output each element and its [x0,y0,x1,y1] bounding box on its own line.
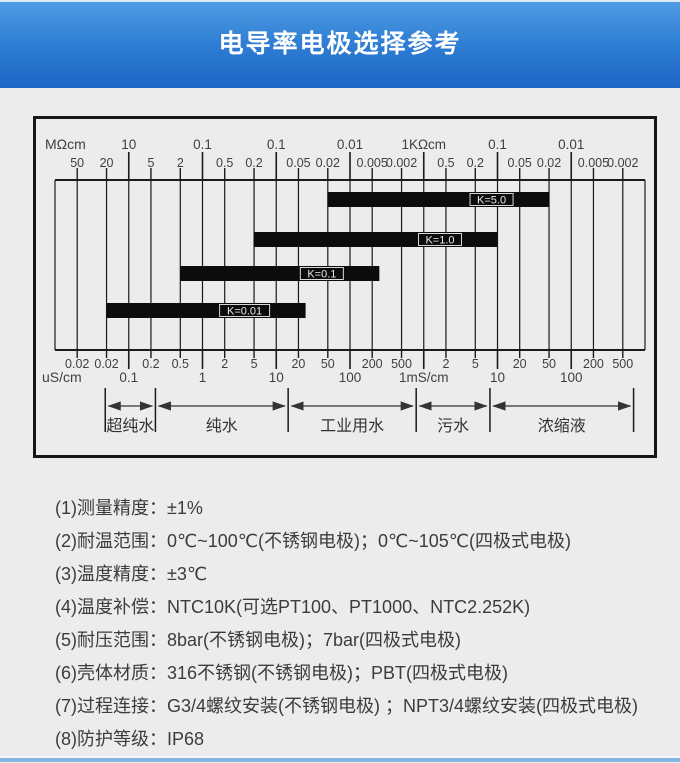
svg-text:10: 10 [121,137,136,152]
svg-text:50: 50 [542,357,556,371]
svg-text:MΩcm: MΩcm [45,136,86,152]
svg-text:500: 500 [391,357,412,371]
svg-text:K=0.1: K=0.1 [307,269,336,281]
header-banner: 电导率电极选择参考 [0,0,680,88]
svg-text:1: 1 [199,370,207,385]
svg-text:20: 20 [513,357,527,371]
water-category-label: 污水 [437,417,469,435]
svg-text:0.01: 0.01 [558,137,584,152]
svg-text:0.01: 0.01 [337,137,363,152]
svg-text:20: 20 [100,156,114,170]
svg-text:1KΩcm: 1KΩcm [401,137,446,152]
spec-item-temp-comp: (4)温度补偿：NTC10K(可选PT100、PT1000、NTC2.252K) [55,597,531,617]
svg-text:2: 2 [442,357,449,371]
water-category-label: 纯水 [206,417,238,435]
svg-text:K=0.01: K=0.01 [227,306,262,318]
water-category-label: 工业用水 [320,417,384,435]
svg-text:0.02: 0.02 [65,357,89,371]
svg-text:500: 500 [612,357,633,371]
bottom-divider [0,758,680,762]
k-range-bar [254,232,498,247]
svg-text:5: 5 [147,156,154,170]
svg-text:0.1: 0.1 [267,137,286,152]
svg-text:0.5: 0.5 [216,156,233,170]
spec-item-body-material: (6)壳体材质：316不锈钢(不锈钢电极)；PBT(四极式电极) [55,663,509,683]
spec-item-accuracy: (1)测量精度：±1% [55,498,203,518]
svg-text:200: 200 [583,357,604,371]
svg-text:0.2: 0.2 [245,156,262,170]
svg-text:2: 2 [177,156,184,170]
svg-text:0.002: 0.002 [386,156,417,170]
water-category-label: 超纯水 [106,417,154,435]
svg-text:1mS/cm: 1mS/cm [399,370,449,385]
svg-text:0.005: 0.005 [578,156,609,170]
svg-text:2: 2 [221,357,228,371]
svg-text:0.005: 0.005 [357,156,388,170]
svg-text:0.02: 0.02 [94,357,118,371]
svg-text:50: 50 [70,156,84,170]
svg-text:K=5.0: K=5.0 [477,195,506,207]
chart-canvas: MΩcm 10 0.1 0.1 0.01 1KΩcm 0.1 0.01 50 20 5 2 0.5 0.2… [42,136,646,435]
svg-text:200: 200 [362,357,383,371]
svg-text:50: 50 [321,357,335,371]
svg-text:0.2: 0.2 [467,156,484,170]
svg-text:K=1.0: K=1.0 [425,235,454,247]
svg-text:0.1: 0.1 [488,137,507,152]
svg-text:0.5: 0.5 [172,357,189,371]
spec-list: (1)测量精度：±1% (2)耐温范围：0℃~100℃(不锈钢电极)；0℃~10… [55,492,680,756]
svg-text:10: 10 [490,370,505,385]
k-range-bar [180,266,380,281]
spec-item-temp-range: (2)耐温范围：0℃~100℃(不锈钢电极)；0℃~105℃(四极式电极) [55,531,571,551]
svg-text:10: 10 [269,370,284,385]
spec-item-temp-accuracy: (3)温度精度：±3℃ [55,564,208,584]
spec-item-pressure: (5)耐压范围：8bar(不锈钢电极)；7bar(四极式电极) [55,630,462,650]
page-title: 电导率电极选择参考 [218,30,462,58]
svg-text:0.2: 0.2 [142,357,159,371]
svg-text:0.1: 0.1 [193,137,212,152]
k-range-bar [327,192,550,207]
svg-text:5: 5 [472,357,479,371]
svg-text:100: 100 [339,370,362,385]
svg-text:0.02: 0.02 [316,156,340,170]
svg-text:0.05: 0.05 [508,156,532,170]
svg-text:0.1: 0.1 [119,370,138,385]
svg-text:0.5: 0.5 [437,156,454,170]
svg-text:0.02: 0.02 [537,156,561,170]
svg-text:100: 100 [560,370,583,385]
svg-text:0.002: 0.002 [607,156,638,170]
water-category-label: 浓缩液 [538,417,586,435]
spec-item-process-conn: (7)过程连接：G3/4螺纹安装(不锈钢电极) ；NPT3/4螺纹安装(四极式电… [55,696,639,716]
electrode-selection-chart: MΩcm 10 0.1 0.1 0.01 1KΩcm 0.1 0.01 50 20 5 2 0.5 0.2… [33,116,657,458]
svg-text:5: 5 [251,357,258,371]
svg-text:0.05: 0.05 [286,156,310,170]
svg-text:uS/cm: uS/cm [42,369,82,385]
spec-item-ip-rating: (8)防护等级：IP68 [55,729,205,749]
svg-text:20: 20 [291,357,305,371]
k-range-bar [106,303,306,318]
